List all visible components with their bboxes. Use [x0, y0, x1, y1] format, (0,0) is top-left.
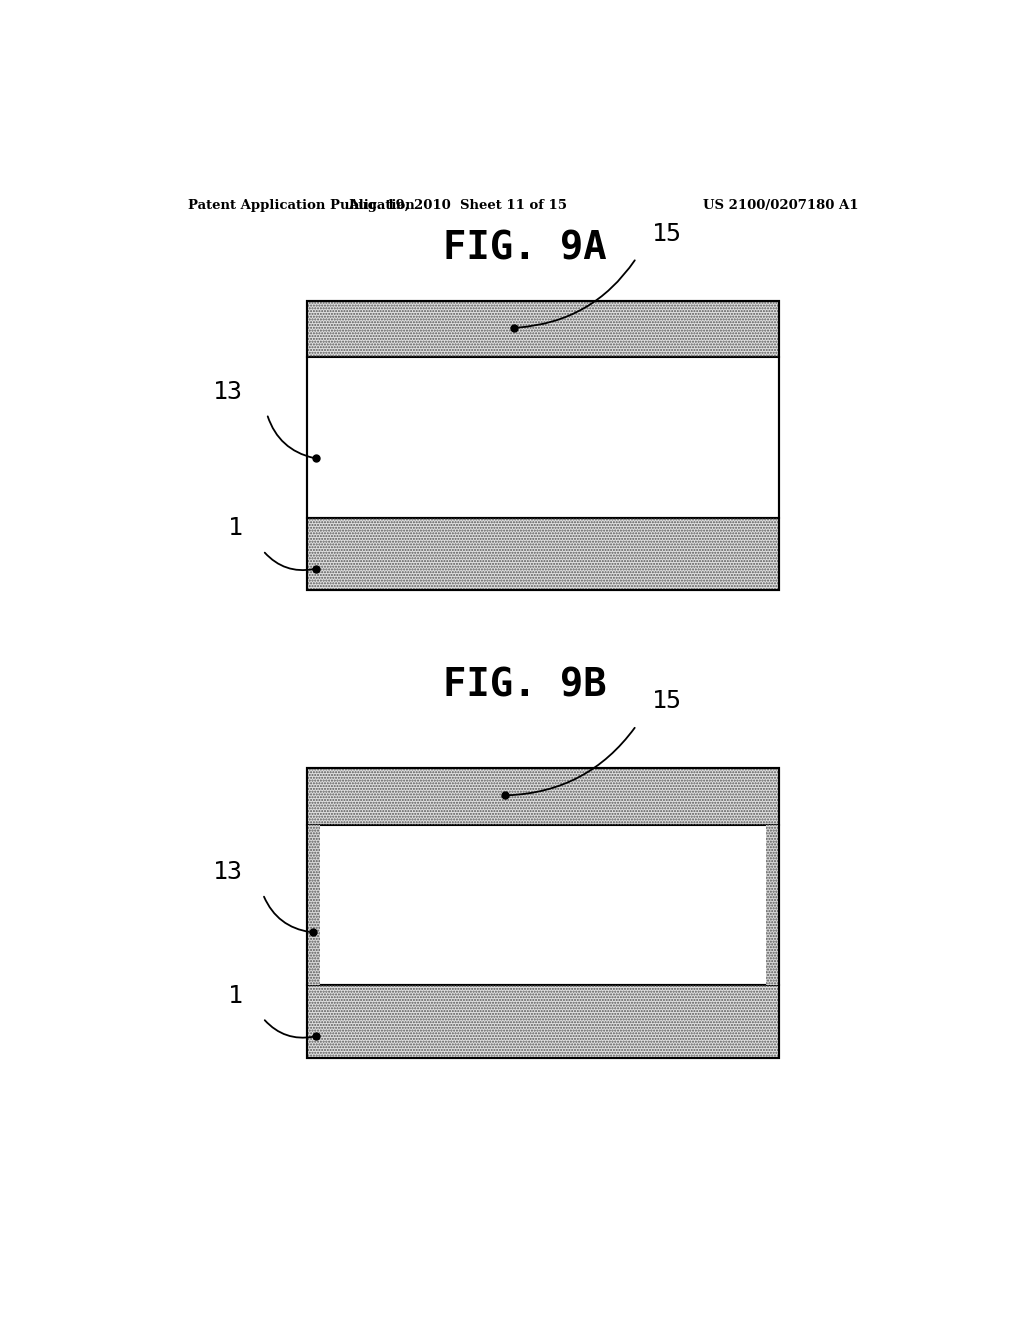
Bar: [306, 301, 778, 590]
Text: FIG. 9B: FIG. 9B: [443, 667, 606, 705]
Text: 1: 1: [228, 983, 243, 1008]
Bar: [306, 358, 778, 517]
Bar: [306, 768, 778, 825]
Bar: [306, 517, 778, 590]
Text: 13: 13: [213, 380, 243, 404]
Bar: [306, 768, 778, 1057]
Bar: [306, 986, 778, 1057]
Bar: [306, 768, 778, 825]
Bar: [306, 825, 319, 986]
Bar: [306, 986, 778, 1057]
Text: 15: 15: [652, 222, 682, 246]
Bar: [306, 301, 778, 358]
Bar: [306, 825, 778, 986]
Bar: [766, 825, 778, 986]
Bar: [766, 825, 778, 986]
Bar: [306, 517, 778, 590]
Bar: [306, 301, 778, 358]
Bar: [306, 825, 319, 986]
Text: Aug. 19, 2010  Sheet 11 of 15: Aug. 19, 2010 Sheet 11 of 15: [348, 199, 567, 213]
Text: 15: 15: [652, 689, 682, 713]
Text: US 2100/0207180 A1: US 2100/0207180 A1: [702, 199, 858, 213]
Text: Patent Application Publication: Patent Application Publication: [187, 199, 415, 213]
Text: 13: 13: [213, 859, 243, 884]
Text: 1: 1: [228, 516, 243, 540]
Bar: [306, 358, 778, 517]
Text: FIG. 9A: FIG. 9A: [443, 230, 606, 268]
